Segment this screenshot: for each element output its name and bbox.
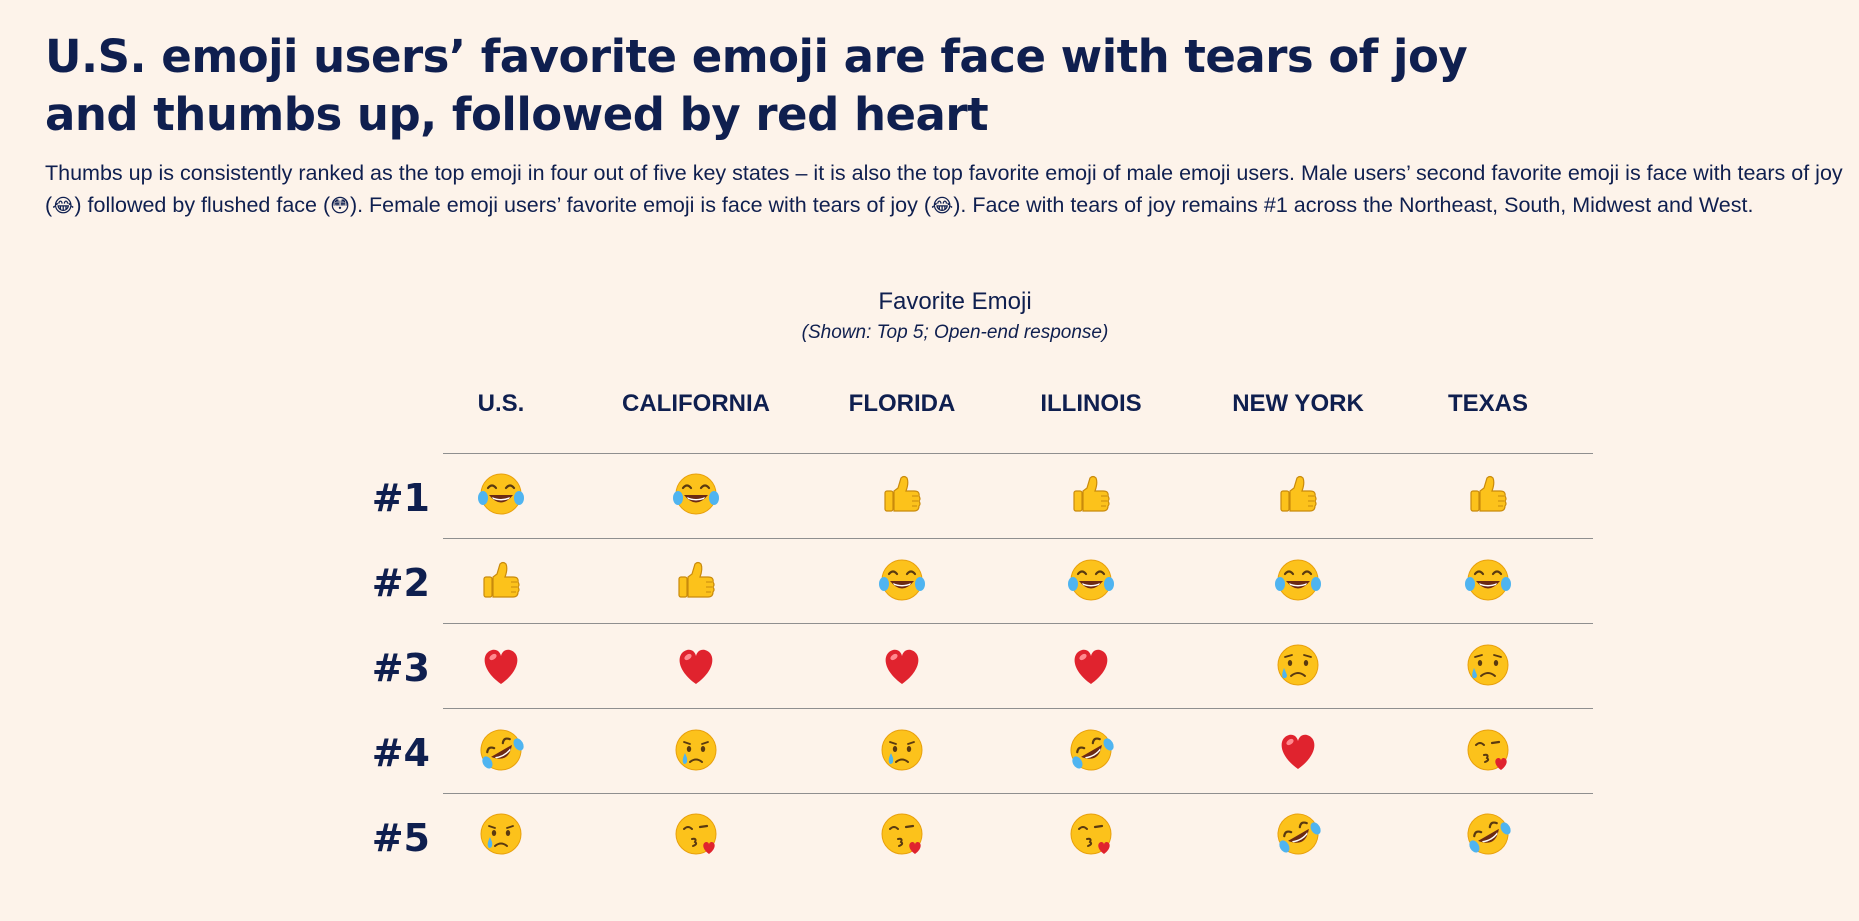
column-header-texas: TEXAS <box>1447 390 1528 417</box>
tears-of-joy-icon: 😂 <box>52 194 75 217</box>
flushed-face-icon: 😳 <box>330 194 350 217</box>
row-divider <box>443 538 1593 539</box>
rolling-on-floor-laughing-icon <box>471 720 531 780</box>
headline: U.S. emoji users’ favorite emoji are fac… <box>45 30 1468 141</box>
red-heart-icon <box>872 635 932 695</box>
thumbs-up-icon <box>471 550 531 610</box>
sad-relieved-face-icon <box>1268 635 1328 695</box>
crying-face-icon <box>666 720 726 780</box>
red-heart-icon <box>471 635 531 695</box>
red-heart-icon <box>1268 720 1328 780</box>
rank-label: #2 <box>371 561 430 605</box>
rank-label: #1 <box>371 476 430 520</box>
face-blowing-kiss-icon <box>666 804 726 864</box>
face-blowing-kiss-icon <box>1458 720 1518 780</box>
thumbs-up-icon <box>666 550 726 610</box>
rank-label: #3 <box>371 646 430 690</box>
thumbs-up-icon <box>1268 464 1328 524</box>
face-blowing-kiss-icon <box>1061 804 1121 864</box>
subtitle-text-2: ) followed by flushed face ( <box>74 192 331 217</box>
crying-face-icon <box>872 720 932 780</box>
chart-note: (Shown: Top 5; Open-end response) <box>801 322 1109 343</box>
tears-of-joy-icon: 😂 <box>931 194 954 217</box>
thumbs-up-icon <box>872 464 932 524</box>
red-heart-icon <box>666 635 726 695</box>
face-blowing-kiss-icon <box>872 804 932 864</box>
thumbs-up-icon <box>1061 464 1121 524</box>
chart-title: Favorite Emoji <box>878 288 1032 315</box>
rolling-on-floor-laughing-icon <box>1268 804 1328 864</box>
subtitle-text-1: Thumbs up is consistently ranked as the … <box>45 161 1843 217</box>
column-header-illinois: ILLINOIS <box>1040 390 1142 417</box>
tears-of-joy-icon <box>1268 550 1328 610</box>
subtitle-text-3: ). Female emoji users’ favorite emoji is… <box>349 192 932 217</box>
rank-label: #4 <box>371 731 430 775</box>
tears-of-joy-icon <box>666 464 726 524</box>
row-divider <box>443 453 1593 454</box>
rank-label: #5 <box>371 816 430 860</box>
sad-relieved-face-icon <box>1458 635 1518 695</box>
column-header-us: U.S. <box>477 390 525 417</box>
column-header-california: CALIFORNIA <box>622 390 770 417</box>
subtitle: Thumbs up is consistently ranked as the … <box>45 158 1845 222</box>
thumbs-up-icon <box>1458 464 1518 524</box>
column-header-new-york: NEW YORK <box>1232 390 1364 417</box>
tears-of-joy-icon <box>872 550 932 610</box>
crying-face-icon <box>471 804 531 864</box>
tears-of-joy-icon <box>1061 550 1121 610</box>
tears-of-joy-icon <box>1458 550 1518 610</box>
row-divider <box>443 623 1593 624</box>
column-header-florida: FLORIDA <box>848 390 956 417</box>
row-divider <box>443 793 1593 794</box>
row-divider <box>443 708 1593 709</box>
red-heart-icon <box>1061 635 1121 695</box>
rolling-on-floor-laughing-icon <box>1061 720 1121 780</box>
rolling-on-floor-laughing-icon <box>1458 804 1518 864</box>
tears-of-joy-icon <box>471 464 531 524</box>
subtitle-text-4: ). Face with tears of joy remains #1 acr… <box>953 192 1754 217</box>
